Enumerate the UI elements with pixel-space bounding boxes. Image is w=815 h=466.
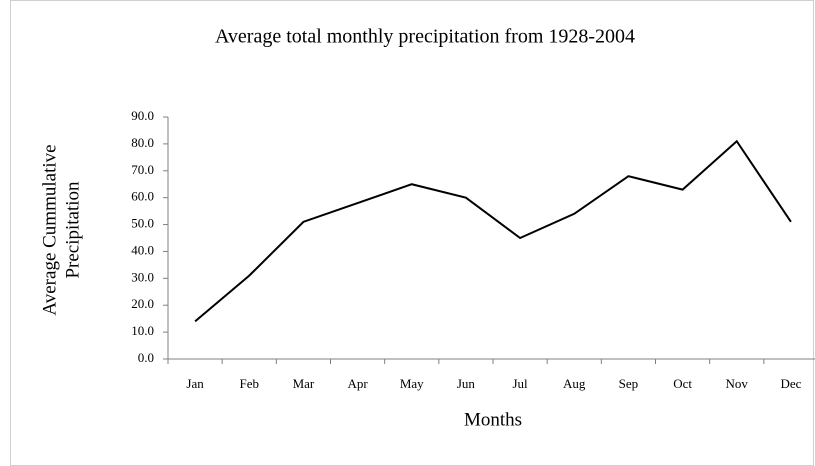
x-tick-label: Jul	[512, 376, 528, 391]
x-tick-label: Dec	[780, 376, 801, 391]
x-tick-label: Oct	[673, 376, 692, 391]
x-axis-title: Months	[464, 409, 522, 430]
y-tick-label: 90.0	[131, 108, 154, 123]
x-tick-label: Jun	[457, 376, 476, 391]
y-tick-label: 60.0	[131, 189, 154, 204]
y-tick-label: 20.0	[131, 296, 154, 311]
x-tick-label: Aug	[563, 376, 586, 391]
y-tick-label: 50.0	[131, 216, 154, 231]
y-axis-title: Average Cummulative Precipitation	[39, 144, 83, 315]
x-tick-label: Mar	[293, 376, 315, 391]
y-tick-label: 30.0	[131, 269, 154, 284]
x-tick-label: Apr	[347, 376, 368, 391]
x-tick-label: Nov	[726, 376, 749, 391]
y-tick-label: 0.0	[138, 350, 154, 365]
y-axis-title-line: Average Cummulative	[39, 144, 60, 315]
y-tick-label: 70.0	[131, 162, 154, 177]
y-tick-label: 80.0	[131, 135, 154, 150]
x-tick-label: Sep	[619, 376, 639, 391]
x-tick-label: May	[400, 376, 424, 391]
x-tick-label: Jan	[186, 376, 204, 391]
chart-frame	[10, 0, 814, 466]
x-tick-label: Feb	[240, 376, 260, 391]
y-tick-label: 10.0	[131, 323, 154, 338]
y-axis-title-line: Precipitation	[62, 181, 83, 279]
line	[194, 139, 792, 323]
y-tick-label: 40.0	[131, 242, 154, 257]
chart-title: Average total monthly precipitation from…	[215, 26, 635, 48]
